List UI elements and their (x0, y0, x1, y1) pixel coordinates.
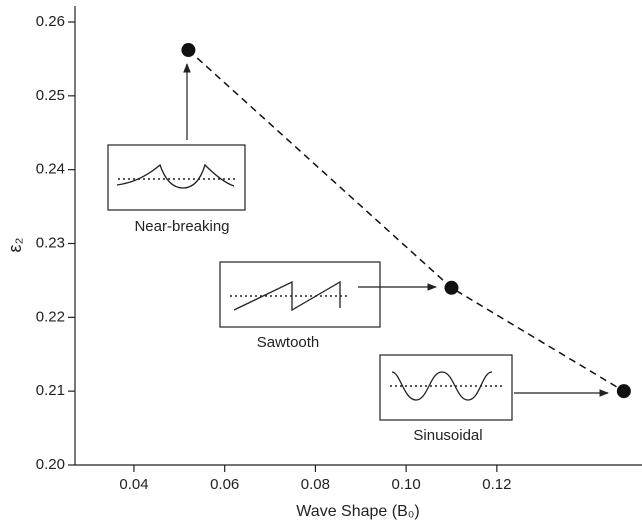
x-axis-label: Wave Shape (B₀) (296, 503, 419, 520)
inset-box (219, 261, 381, 328)
inset-box (107, 144, 246, 211)
y-tick-label: 0.26 (36, 13, 65, 30)
data-line (187, 49, 625, 392)
y-tick-label: 0.20 (36, 456, 65, 473)
data-point (444, 280, 459, 295)
y-axis-label: ε₂ (5, 237, 25, 252)
inset-wave (116, 163, 235, 189)
inset-wave (391, 371, 493, 401)
inset-wave (233, 280, 341, 312)
inset-box (379, 354, 513, 421)
y-tick-label: 0.22 (36, 308, 65, 325)
x-tick-label: 0.08 (301, 476, 330, 493)
y-tick-label: 0.23 (36, 234, 65, 251)
x-tick-label: 0.06 (210, 476, 239, 493)
annotation: Sawtooth (257, 334, 320, 351)
y-tick-label: 0.25 (36, 87, 65, 104)
annotation: Near-breaking (134, 218, 229, 235)
annotation: Sinusoidal (413, 427, 482, 444)
data-point (181, 43, 196, 58)
x-tick-label: 0.10 (392, 476, 421, 493)
y-tick-label: 0.24 (36, 161, 65, 178)
data-point (616, 384, 631, 399)
x-tick-label: 0.04 (119, 476, 148, 493)
insets: Near-breaking Sawtooth Sinusoidal (107, 63, 609, 444)
y-tick-label: 0.21 (36, 382, 65, 399)
x-tick-label: 0.12 (482, 476, 511, 493)
